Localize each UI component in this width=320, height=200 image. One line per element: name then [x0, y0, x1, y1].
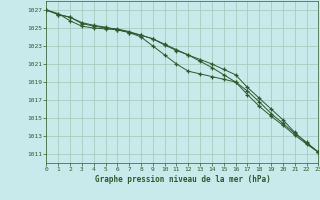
X-axis label: Graphe pression niveau de la mer (hPa): Graphe pression niveau de la mer (hPa) — [94, 175, 270, 184]
